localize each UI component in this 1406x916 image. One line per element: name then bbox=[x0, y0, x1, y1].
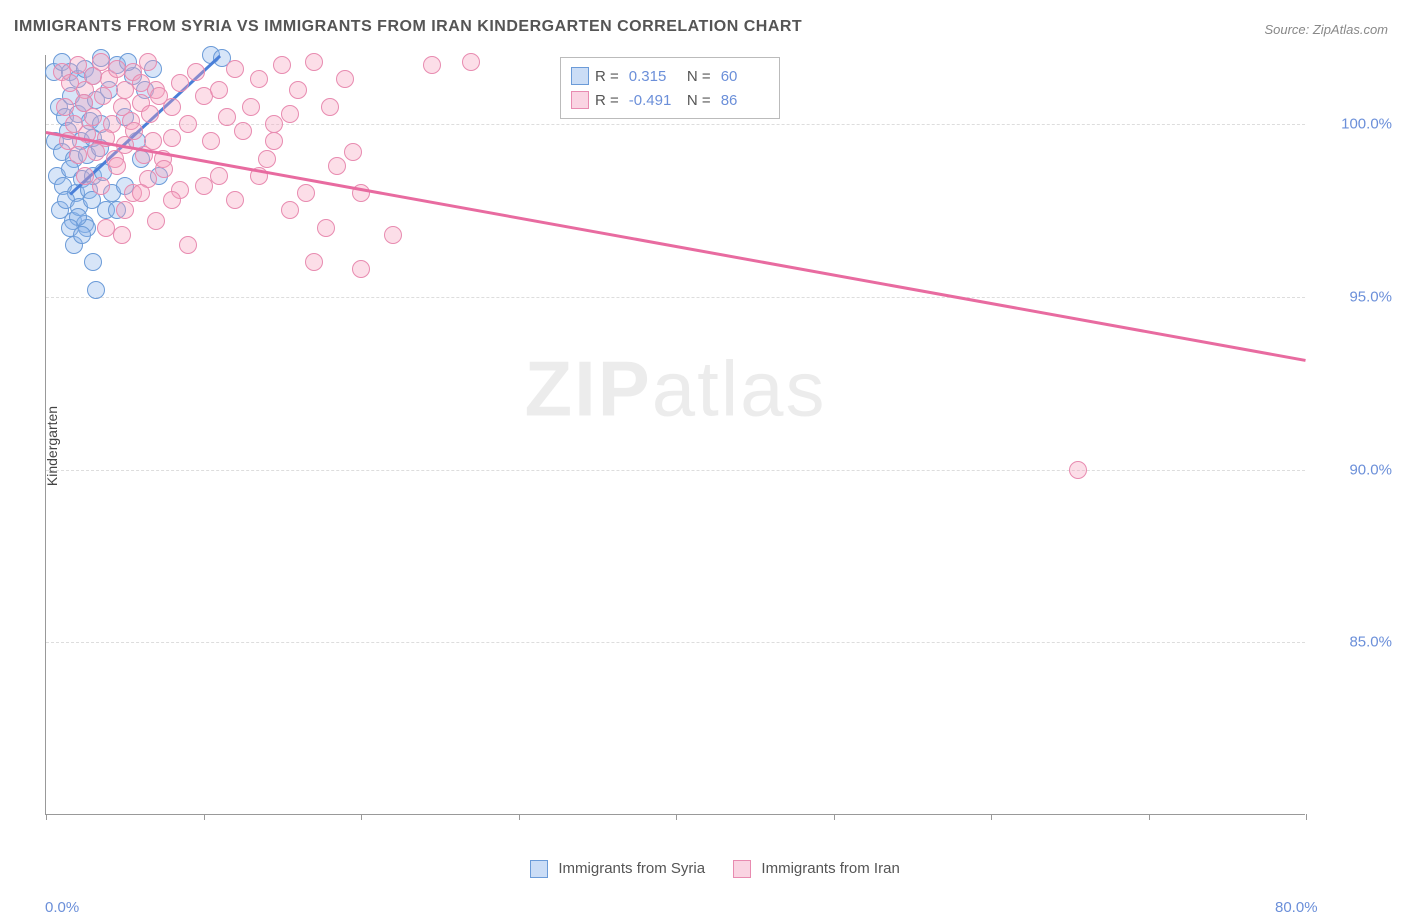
stats-box: R = 0.315 N = 60 R = -0.491 N = 86 bbox=[560, 57, 780, 119]
scatter-point bbox=[423, 56, 441, 74]
scatter-point bbox=[56, 98, 74, 116]
scatter-point bbox=[258, 150, 276, 168]
stat-n-syria: 60 bbox=[721, 68, 769, 85]
source-label: Source: ZipAtlas.com bbox=[1264, 22, 1388, 37]
scatter-point bbox=[321, 98, 339, 116]
scatter-point bbox=[234, 122, 252, 140]
scatter-point bbox=[352, 260, 370, 278]
scatter-point bbox=[317, 219, 335, 237]
scatter-point bbox=[94, 87, 112, 105]
scatter-point bbox=[281, 201, 299, 219]
scatter-point bbox=[297, 184, 315, 202]
x-tick-label-min: 0.0% bbox=[45, 899, 79, 916]
scatter-point bbox=[116, 201, 134, 219]
scatter-point bbox=[125, 122, 143, 140]
swatch-icon bbox=[530, 860, 548, 878]
legend-label-syria: Immigrants from Syria bbox=[558, 860, 705, 877]
x-tick bbox=[834, 814, 835, 820]
scatter-point bbox=[147, 212, 165, 230]
scatter-point bbox=[202, 132, 220, 150]
plot-area: ZIPatlas bbox=[45, 55, 1305, 815]
trend-line bbox=[46, 131, 1306, 361]
scatter-point bbox=[179, 115, 197, 133]
scatter-point bbox=[163, 98, 181, 116]
scatter-point bbox=[84, 253, 102, 271]
scatter-point bbox=[289, 81, 307, 99]
scatter-point bbox=[265, 132, 283, 150]
scatter-point bbox=[305, 53, 323, 71]
stat-r-iran: -0.491 bbox=[629, 92, 677, 109]
y-tick-label: 95.0% bbox=[1349, 288, 1392, 305]
scatter-point bbox=[113, 226, 131, 244]
scatter-point bbox=[226, 191, 244, 209]
scatter-point bbox=[163, 191, 181, 209]
x-tick bbox=[991, 814, 992, 820]
scatter-point bbox=[108, 157, 126, 175]
x-tick bbox=[361, 814, 362, 820]
scatter-point bbox=[139, 53, 157, 71]
stat-n-iran: 86 bbox=[721, 92, 769, 109]
x-tick bbox=[204, 814, 205, 820]
x-tick bbox=[519, 814, 520, 820]
stats-row-iran: R = -0.491 N = 86 bbox=[571, 88, 769, 112]
scatter-point bbox=[73, 226, 91, 244]
scatter-point bbox=[273, 56, 291, 74]
watermark: ZIPatlas bbox=[524, 343, 826, 434]
x-tick-label-max: 80.0% bbox=[1275, 899, 1318, 916]
scatter-point bbox=[384, 226, 402, 244]
stat-r-syria: 0.315 bbox=[629, 68, 677, 85]
scatter-point bbox=[265, 115, 283, 133]
x-tick bbox=[1306, 814, 1307, 820]
scatter-point bbox=[171, 74, 189, 92]
scatter-point bbox=[210, 81, 228, 99]
scatter-point bbox=[163, 129, 181, 147]
scatter-point bbox=[69, 146, 87, 164]
scatter-point bbox=[281, 105, 299, 123]
x-tick bbox=[46, 814, 47, 820]
y-tick-label: 85.0% bbox=[1349, 634, 1392, 651]
x-tick bbox=[1149, 814, 1150, 820]
gridline bbox=[46, 297, 1305, 298]
swatch-icon bbox=[733, 860, 751, 878]
scatter-point bbox=[218, 108, 236, 126]
scatter-point bbox=[210, 167, 228, 185]
scatter-point bbox=[195, 177, 213, 195]
scatter-point bbox=[92, 177, 110, 195]
scatter-point bbox=[328, 157, 346, 175]
scatter-point bbox=[250, 70, 268, 88]
swatch-icon bbox=[571, 91, 589, 109]
scatter-point bbox=[305, 253, 323, 271]
scatter-point bbox=[336, 70, 354, 88]
scatter-point bbox=[187, 63, 205, 81]
scatter-point bbox=[132, 184, 150, 202]
scatter-point bbox=[84, 108, 102, 126]
scatter-point bbox=[141, 105, 159, 123]
gridline bbox=[46, 642, 1305, 643]
x-tick bbox=[676, 814, 677, 820]
scatter-point bbox=[155, 160, 173, 178]
chart-title: IMMIGRANTS FROM SYRIA VS IMMIGRANTS FROM… bbox=[14, 18, 802, 36]
scatter-point bbox=[144, 132, 162, 150]
scatter-point bbox=[1069, 461, 1087, 479]
y-tick-label: 100.0% bbox=[1341, 116, 1392, 133]
scatter-point bbox=[226, 60, 244, 78]
y-tick-label: 90.0% bbox=[1349, 461, 1392, 478]
scatter-point bbox=[344, 143, 362, 161]
legend-label-iran: Immigrants from Iran bbox=[761, 860, 899, 877]
legend: Immigrants from Syria Immigrants from Ir… bbox=[0, 860, 1406, 878]
scatter-point bbox=[242, 98, 260, 116]
gridline bbox=[46, 470, 1305, 471]
scatter-point bbox=[87, 281, 105, 299]
swatch-icon bbox=[571, 67, 589, 85]
scatter-point bbox=[179, 236, 197, 254]
stats-row-syria: R = 0.315 N = 60 bbox=[571, 64, 769, 88]
scatter-point bbox=[462, 53, 480, 71]
